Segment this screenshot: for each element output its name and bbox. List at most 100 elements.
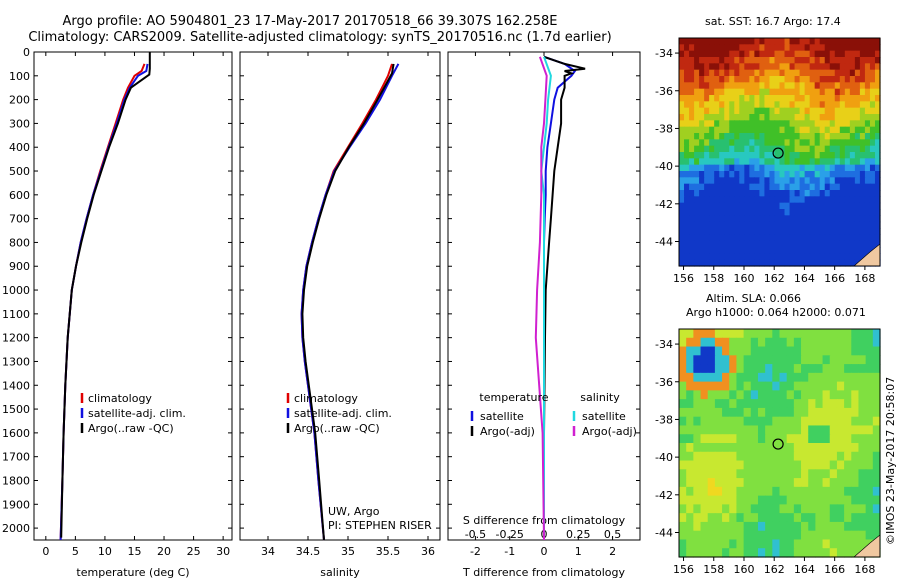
map-cell (774, 177, 781, 185)
map-cell (794, 171, 801, 178)
map-cell (839, 44, 846, 52)
map-cell (729, 177, 735, 185)
map-cell (729, 434, 738, 444)
map-cell (749, 38, 755, 45)
map-cell (808, 521, 816, 532)
map-cell (684, 38, 690, 45)
map-cell (836, 364, 845, 374)
map-cell (819, 101, 826, 109)
map-cell (851, 329, 860, 339)
map-cell (844, 202, 851, 210)
map-cell (759, 202, 766, 210)
map-cell (784, 114, 791, 121)
map-cell (719, 164, 725, 172)
map-cell (736, 434, 745, 444)
map-cell (874, 76, 881, 83)
map-cell (786, 513, 795, 523)
map-cell (729, 183, 735, 191)
depth-tick-label: 1400 (2, 379, 30, 392)
map-cell (834, 234, 841, 242)
map-cell (704, 177, 710, 185)
map-cell (774, 259, 781, 267)
map-cell (874, 228, 881, 235)
map-cell (684, 177, 690, 185)
map-cell (854, 126, 861, 134)
map-cell (739, 101, 745, 109)
map-cell (844, 215, 851, 223)
map-cell (809, 76, 816, 83)
map-cell (754, 196, 761, 204)
map-cell (686, 469, 694, 479)
map-cell (859, 82, 866, 90)
map-cell (819, 120, 826, 128)
map-cell (689, 259, 695, 267)
map-cell (844, 425, 852, 435)
map-cell (714, 259, 720, 267)
map-cell (829, 95, 836, 102)
map-cell (829, 259, 836, 267)
map-cell (734, 82, 740, 90)
map-cell (679, 76, 685, 83)
map-cell (704, 240, 710, 248)
map-cell (734, 253, 740, 261)
map-cell (743, 548, 752, 558)
map-cell (722, 372, 730, 383)
map-cell (714, 253, 720, 261)
map-cell (822, 416, 831, 427)
map-cell (865, 381, 874, 391)
map-cell (864, 158, 871, 166)
map-cell (750, 460, 759, 470)
map-cell (739, 247, 745, 254)
map-cell (874, 101, 881, 109)
map-cell (734, 126, 740, 134)
map-cell (744, 158, 750, 166)
map-cell (772, 478, 781, 488)
map-cell (864, 177, 871, 185)
map-cell (849, 82, 856, 90)
map-cell (679, 521, 687, 532)
map-cell (750, 486, 759, 497)
map-cell (854, 171, 861, 178)
map-cell (719, 190, 725, 197)
map-cell (736, 469, 745, 479)
map-cell (743, 486, 752, 497)
map-cell (729, 372, 738, 383)
map-cell (749, 114, 755, 121)
map-cell (744, 82, 750, 90)
map-cell (799, 158, 806, 166)
map-cell (754, 247, 761, 254)
map-cell (784, 145, 791, 153)
map-cell (739, 221, 745, 229)
map-cell (764, 215, 771, 223)
legend-label: satellite (480, 410, 524, 423)
map-cell (686, 504, 694, 514)
map-cell (869, 240, 876, 248)
map-cell (679, 95, 685, 102)
map-cell (793, 381, 802, 391)
map-cell (759, 221, 766, 229)
map-cell (679, 425, 687, 435)
map-cell (839, 69, 846, 77)
map-cell (765, 407, 773, 418)
map-cell (819, 209, 826, 216)
map-cell (736, 329, 745, 339)
map-cell (859, 221, 866, 229)
map-cell (801, 469, 809, 479)
map-cell (829, 177, 836, 185)
map-cell (814, 221, 821, 229)
map-cell (714, 521, 723, 532)
map-cell (722, 346, 730, 356)
map-cell (714, 539, 723, 549)
map-cell (851, 539, 860, 549)
map-cell (754, 57, 761, 64)
map-cell (844, 228, 851, 235)
map-cell (794, 164, 801, 172)
map-cell (834, 259, 841, 267)
map-cell (689, 158, 695, 166)
map-cell (686, 329, 694, 339)
map-cell (851, 381, 860, 391)
map-cell (859, 44, 866, 52)
map-cell (834, 253, 841, 261)
map-cell (749, 190, 755, 197)
map-cell (801, 407, 809, 418)
